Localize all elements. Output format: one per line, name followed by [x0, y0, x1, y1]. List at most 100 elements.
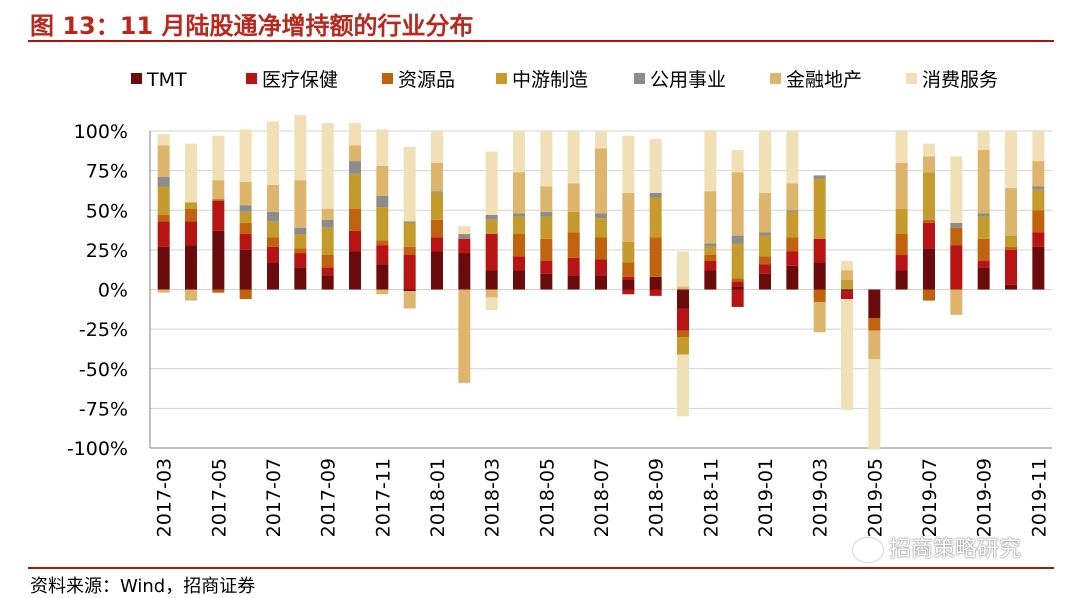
- bar-segment: [349, 173, 361, 209]
- y-tick-label: 25%: [86, 240, 128, 262]
- bar-segment: [294, 115, 307, 181]
- bar-segment: [513, 216, 525, 235]
- bar-segment: [567, 257, 580, 276]
- bar-segment: [622, 192, 635, 242]
- bar-segment: [349, 208, 361, 231]
- bar-segment: [403, 289, 416, 292]
- legend-swatch: [634, 73, 645, 84]
- bar-segment: [786, 183, 799, 211]
- bar-segment: [813, 178, 826, 239]
- x-tick-label: 2019-03: [810, 458, 832, 537]
- bar-segment: [923, 143, 935, 157]
- bar-segment: [841, 260, 853, 271]
- bar-segment: [595, 148, 607, 214]
- x-tick-label: 2019-09: [974, 458, 996, 537]
- bar-segment: [239, 129, 252, 182]
- bar-segment: [595, 237, 607, 260]
- bar-segment: [759, 192, 771, 233]
- bar-segment: [950, 289, 963, 315]
- bar-segment: [403, 146, 416, 222]
- x-tick-label: 2017-05: [208, 458, 230, 537]
- y-tick-label: 0%: [98, 280, 128, 302]
- bar-segment: [157, 145, 170, 177]
- bar-segment: [1032, 246, 1045, 290]
- x-tick-label: 2019-07: [919, 458, 941, 537]
- bar-segment: [239, 234, 252, 250]
- x-tick-label: 2017-09: [318, 458, 340, 537]
- bar-segment: [267, 121, 279, 185]
- x-tick-label: 2017-03: [154, 458, 176, 537]
- bar-segment: [485, 219, 498, 235]
- bar-segment: [239, 205, 252, 212]
- legend-label: 金融地产: [786, 69, 862, 91]
- bar-segment: [704, 243, 717, 247]
- bar-segment: [431, 191, 443, 193]
- bar-segment: [950, 227, 963, 246]
- bar-segment: [376, 245, 389, 265]
- bar-segment: [376, 240, 389, 246]
- source-divider: [28, 567, 1054, 569]
- bar-segment: [349, 230, 361, 252]
- x-tick-label: 2019-05: [864, 458, 886, 537]
- bar-segment: [841, 289, 853, 292]
- bar-segment: [157, 246, 170, 290]
- bar-segment: [157, 289, 170, 293]
- bar-segment: [731, 289, 744, 307]
- bar-segment: [431, 192, 443, 220]
- bar-segment: [294, 253, 307, 268]
- bar-segment: [513, 131, 525, 173]
- bar-segment: [868, 359, 881, 450]
- bar-segment: [349, 123, 361, 146]
- bar-segment: [567, 131, 580, 184]
- bar-segment: [786, 237, 799, 252]
- bar-segment: [513, 256, 525, 271]
- bar-segment: [895, 162, 908, 209]
- bar-segment: [704, 260, 717, 271]
- bar-segment: [977, 150, 990, 214]
- bar-segment: [403, 291, 416, 309]
- bar-segment: [704, 191, 717, 244]
- bar-segment: [376, 264, 389, 290]
- legend-swatch: [496, 73, 507, 84]
- bar-segment: [813, 302, 826, 333]
- bar-segment: [567, 211, 580, 233]
- bar-segment: [267, 237, 279, 247]
- bar-segment: [458, 234, 471, 239]
- bar-segment: [977, 216, 990, 239]
- bar-segment: [294, 267, 307, 290]
- bar-segment: [731, 286, 744, 290]
- bar-segment: [622, 262, 635, 277]
- bar-segment: [376, 129, 389, 166]
- bar-segment: [1032, 186, 1045, 190]
- bar-segment: [923, 248, 935, 290]
- bar-segment: [540, 211, 553, 217]
- bar-segment: [813, 175, 826, 179]
- chart-title: 图 13：11 月陆股通净增持额的行业分布: [30, 12, 474, 40]
- x-tick-label: 2018-09: [646, 458, 668, 537]
- bar-segment: [923, 289, 935, 301]
- bar-segment: [321, 254, 334, 268]
- legend-label: 中游制造: [512, 69, 588, 91]
- bar-segment: [1005, 235, 1017, 247]
- bar-segment: [157, 221, 170, 247]
- bar-segment: [1005, 284, 1017, 290]
- bar-segment: [485, 270, 498, 290]
- bar-segment: [212, 289, 225, 293]
- bar-segment: [267, 246, 279, 263]
- bar-segment: [595, 218, 607, 238]
- bar-segment: [239, 249, 252, 290]
- bar-segment: [649, 197, 662, 238]
- bar-segment: [977, 260, 990, 268]
- bar-segment: [813, 262, 826, 290]
- bar-segment: [267, 184, 279, 212]
- bar-segment: [239, 222, 252, 235]
- bar-segment: [294, 227, 307, 235]
- stacked-bar-chart: 100% 75% 50% 25% 0% -25% -50% -75% -100% 2017-03 2…: [67, 69, 1052, 537]
- bar-segment: [212, 200, 225, 231]
- bar-segment: [458, 289, 471, 384]
- bar-segment: [239, 289, 252, 300]
- bar-segment: [595, 275, 607, 290]
- bar-segment: [185, 143, 197, 203]
- bar-segment: [759, 256, 771, 265]
- bar-segment: [321, 267, 334, 276]
